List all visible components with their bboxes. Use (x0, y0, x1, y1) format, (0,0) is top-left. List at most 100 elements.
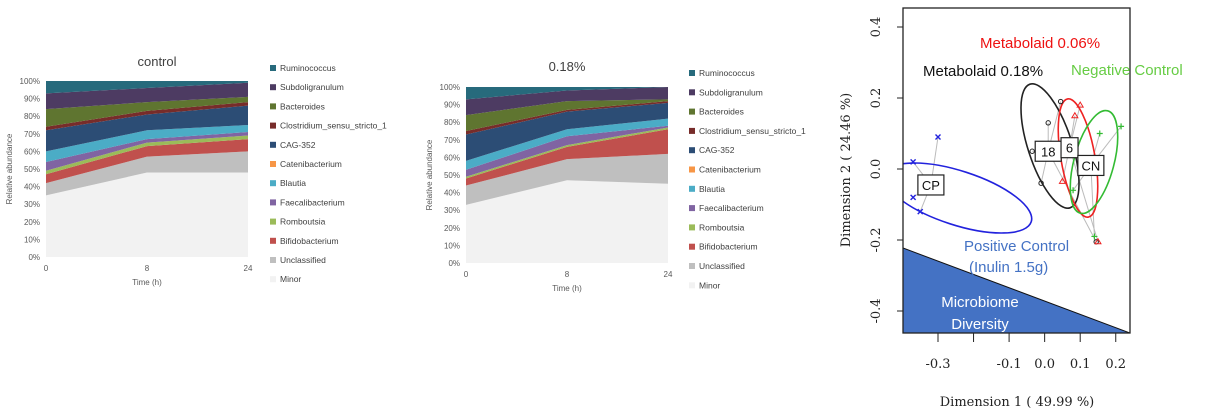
group-label-box (1060, 137, 1079, 159)
x-tick-label: 0.2 (1105, 357, 1126, 372)
legend-label: Bacteroides (280, 101, 325, 111)
plot-frame (902, 7, 1131, 334)
x-tick-label: -0.1 (997, 357, 1022, 372)
legend-swatch (270, 141, 276, 148)
annotation-positive-control: Positive Control (964, 238, 1069, 255)
positive-control-ellipse (903, 162, 1033, 234)
data-point (1096, 130, 1103, 137)
data-point (1070, 187, 1077, 194)
chart-title: 0.18% (549, 59, 586, 74)
x-tick-label: 0 (44, 264, 49, 273)
spider-line (1047, 151, 1097, 243)
legend-label: CAG-352 (280, 140, 316, 150)
legend-item: Bacteroides (270, 101, 325, 111)
legend-item: Bifidobacterium (689, 242, 758, 252)
legend-swatch (689, 70, 695, 76)
microbiome-diversity-triangle (903, 247, 1130, 333)
area-unclassified (46, 151, 248, 196)
legend-label: Unclassified (280, 255, 326, 265)
area-blautia (466, 118, 668, 170)
y-tick-label: 50% (24, 165, 40, 174)
legend-swatch (270, 84, 276, 91)
legend-item: Blautia (689, 184, 725, 194)
legend-label: Subdoligranulum (280, 82, 344, 92)
y-tick-label: 0.0 (869, 159, 884, 180)
legend-item: Romboutsia (689, 222, 745, 232)
spider-line (1069, 147, 1099, 242)
y-tick-label: 0.4 (869, 17, 884, 38)
y-tick-label: 100% (440, 83, 460, 92)
legend-label: Blautia (280, 178, 306, 188)
y-tick-label: 20% (444, 224, 460, 233)
x-tick-label: -0.3 (925, 357, 950, 372)
x-tick-label: 0.0 (1034, 357, 1055, 372)
y-tick-label: 0.2 (869, 88, 884, 109)
area-ruminococcus (466, 87, 668, 100)
legend-label: Faecalibacterium (280, 197, 345, 207)
x-tick-label: 8 (145, 264, 150, 273)
legend-item: Unclassified (689, 261, 745, 271)
y-tick-label: 20% (24, 218, 40, 227)
area-ruminococcus (46, 81, 248, 94)
x-tick-label: 24 (664, 270, 673, 279)
spider-line (1090, 165, 1095, 237)
x-axis-label: Time (h) (132, 278, 162, 287)
annotation-microbiome: Microbiome (941, 294, 1019, 311)
area-minor (466, 180, 668, 263)
y-tick-label: 40% (444, 189, 460, 198)
area-romboutsia (466, 127, 668, 179)
data-point (910, 194, 917, 201)
legend-swatch (689, 224, 695, 231)
y-tick-label: 30% (444, 206, 460, 215)
legend-swatch (689, 282, 695, 289)
area-faecalibacterium (46, 132, 248, 171)
y-tick-label: 90% (444, 101, 460, 110)
legend-item: Blautia (270, 178, 306, 188)
x-tick-label: 24 (244, 264, 253, 273)
legend-swatch (270, 161, 276, 167)
legend-label: Romboutsia (280, 217, 326, 227)
area-bifidobacterium (466, 129, 668, 186)
legend-label: Blautia (699, 184, 725, 194)
legend-label: CAG-352 (699, 145, 735, 155)
annotation-negative-control: Negative Control (1071, 62, 1183, 79)
legend-item: Minor (689, 280, 720, 290)
y-tick-label: 0% (448, 259, 460, 268)
legend-swatch (270, 122, 276, 129)
legend-swatch (270, 103, 276, 110)
annotation-metabolaid-006: Metabolaid 0.06% (980, 35, 1100, 52)
legend-label: Romboutsia (699, 222, 745, 232)
y-tick-label: 30% (24, 200, 40, 209)
area-subdoligranulum (466, 87, 668, 116)
legend-item: Faecalibacterium (689, 203, 764, 213)
area-bacteroides (466, 99, 668, 131)
legend-item: Faecalibacterium (270, 197, 345, 207)
legend-label: Ruminococcus (280, 63, 336, 73)
legend-item: Bacteroides (689, 107, 744, 117)
y-tick-label: 60% (444, 153, 460, 162)
data-point (935, 134, 941, 141)
data-point (1091, 233, 1098, 240)
legend-label: Clostridium_sensu_stricto_1 (280, 121, 387, 131)
legend-swatch (270, 276, 276, 283)
x-axis-label: Time (h) (552, 284, 582, 293)
legend-label: Bifidobacterium (699, 242, 758, 252)
y-tick-label: 10% (24, 235, 40, 244)
y-tick-label: 80% (24, 112, 40, 121)
area-romboutsia (46, 135, 248, 175)
area-clostridium-sensu-stricto-1 (466, 101, 668, 135)
legend-swatch (270, 65, 276, 71)
y-tick-label: -0.2 (869, 227, 884, 252)
data-point (910, 158, 917, 165)
legend-swatch (270, 180, 276, 187)
y-tick-label: 0% (28, 253, 40, 262)
y-tick-label: 80% (444, 118, 460, 127)
data-point (1094, 237, 1102, 245)
data-point (1057, 98, 1064, 105)
data-point (1118, 123, 1125, 130)
y-axis-label: Dimension 2 ( 24.46 %) (839, 93, 854, 248)
legend-item: Clostridium_sensu_stricto_1 (270, 121, 387, 131)
group-label: CP (922, 178, 940, 193)
data-point (917, 208, 924, 215)
group-label-box (1077, 154, 1105, 177)
